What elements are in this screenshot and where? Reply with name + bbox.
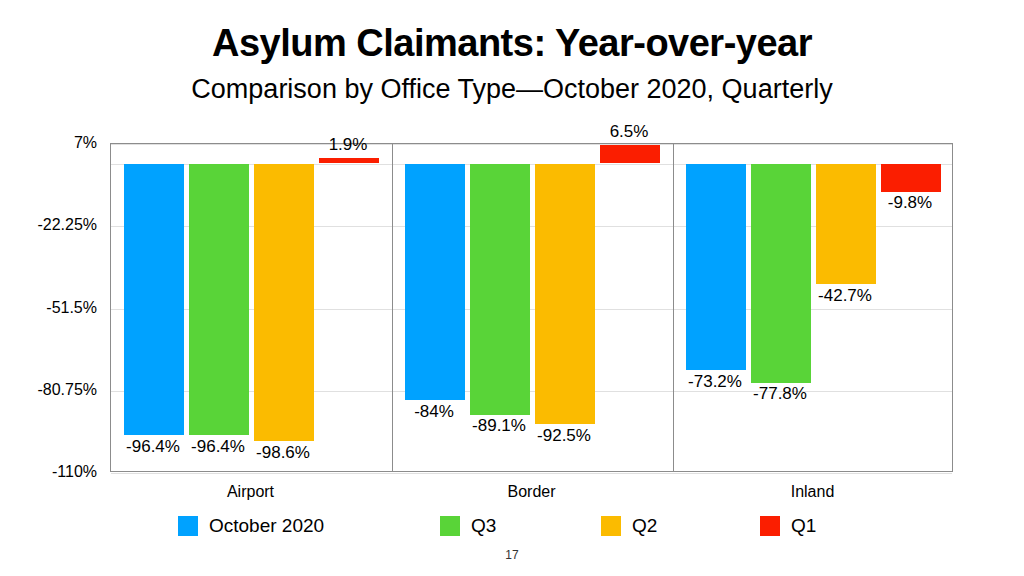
value-label: -9.8% bbox=[865, 193, 955, 213]
value-label: -77.8% bbox=[735, 384, 825, 404]
bar-q1-inland bbox=[881, 164, 941, 192]
legend-label: Q2 bbox=[632, 515, 657, 537]
bar-october-2020-inland bbox=[686, 164, 746, 370]
page-number: 17 bbox=[0, 548, 1024, 562]
legend-item-q1: Q1 bbox=[760, 515, 816, 537]
y-axis-tick-label: -110% bbox=[7, 463, 97, 481]
slide: Asylum Claimants: Year-over-year Compari… bbox=[0, 0, 1024, 576]
bar-q2-inland bbox=[816, 164, 876, 284]
y-axis-tick-label: -22.25% bbox=[7, 216, 97, 234]
category-label: Airport bbox=[110, 483, 391, 501]
bar-q3-border bbox=[470, 164, 530, 415]
gridline bbox=[111, 144, 952, 145]
legend-label: Q3 bbox=[471, 515, 496, 537]
value-label: 1.9% bbox=[303, 135, 393, 155]
legend-swatch-icon bbox=[440, 516, 460, 536]
legend-item-october-2020: October 2020 bbox=[178, 515, 324, 537]
y-axis-tick-label: 7% bbox=[7, 134, 97, 152]
bar-october-2020-border bbox=[405, 164, 465, 400]
bar-q2-airport bbox=[254, 164, 314, 441]
value-label: 6.5% bbox=[584, 122, 674, 142]
chart-title: Asylum Claimants: Year-over-year bbox=[0, 22, 1024, 65]
legend-swatch-icon bbox=[760, 516, 780, 536]
gridline bbox=[111, 473, 952, 474]
value-label: -42.7% bbox=[800, 286, 890, 306]
bar-q1-airport bbox=[319, 158, 379, 163]
legend-swatch-icon bbox=[601, 516, 621, 536]
legend-label: Q1 bbox=[791, 515, 816, 537]
value-label: -98.6% bbox=[238, 443, 328, 463]
bar-q3-inland bbox=[751, 164, 811, 383]
bar-october-2020-airport bbox=[124, 164, 184, 435]
chart-subtitle: Comparison by Office Type—October 2020, … bbox=[0, 74, 1024, 105]
bar-q1-border bbox=[600, 145, 660, 163]
legend-label: October 2020 bbox=[209, 515, 324, 537]
y-axis-tick-label: -80.75% bbox=[7, 381, 97, 399]
bar-q3-airport bbox=[189, 164, 249, 435]
value-label: -92.5% bbox=[519, 426, 609, 446]
category-label: Inland bbox=[672, 483, 953, 501]
bar-q2-border bbox=[535, 164, 595, 424]
y-axis-tick-label: -51.5% bbox=[7, 299, 97, 317]
legend-item-q2: Q2 bbox=[601, 515, 657, 537]
category-label: Border bbox=[391, 483, 672, 501]
legend-swatch-icon bbox=[178, 516, 198, 536]
group-separator bbox=[673, 144, 674, 471]
legend-item-q3: Q3 bbox=[440, 515, 496, 537]
